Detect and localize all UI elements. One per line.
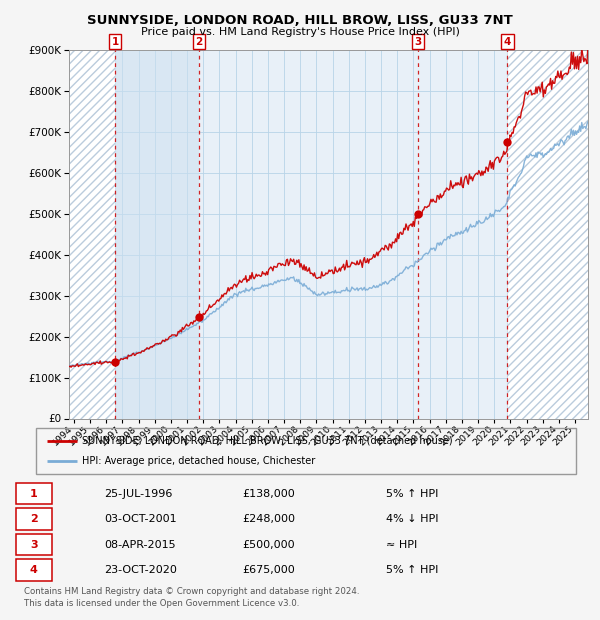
Text: This data is licensed under the Open Government Licence v3.0.: This data is licensed under the Open Gov… xyxy=(24,598,299,608)
Text: Price paid vs. HM Land Registry's House Price Index (HPI): Price paid vs. HM Land Registry's House … xyxy=(140,27,460,37)
Bar xyxy=(508,50,588,419)
Text: 25-JUL-1996: 25-JUL-1996 xyxy=(104,489,173,498)
Text: 23-OCT-2020: 23-OCT-2020 xyxy=(104,565,177,575)
Text: 2: 2 xyxy=(196,37,203,47)
Text: SUNNYSIDE, LONDON ROAD, HILL BROW, LISS, GU33 7NT: SUNNYSIDE, LONDON ROAD, HILL BROW, LISS,… xyxy=(87,14,513,27)
Text: £500,000: £500,000 xyxy=(242,539,295,549)
Text: 4: 4 xyxy=(30,565,38,575)
Text: Contains HM Land Registry data © Crown copyright and database right 2024.: Contains HM Land Registry data © Crown c… xyxy=(24,587,359,596)
FancyBboxPatch shape xyxy=(16,482,52,505)
Text: SUNNYSIDE, LONDON ROAD, HILL BROW, LISS, GU33 7NT (detached house): SUNNYSIDE, LONDON ROAD, HILL BROW, LISS,… xyxy=(82,436,452,446)
Text: £675,000: £675,000 xyxy=(242,565,295,575)
FancyBboxPatch shape xyxy=(16,534,52,556)
Text: ≈ HPI: ≈ HPI xyxy=(386,539,418,549)
Text: £138,000: £138,000 xyxy=(242,489,295,498)
Text: 4% ↓ HPI: 4% ↓ HPI xyxy=(386,514,439,524)
Text: £248,000: £248,000 xyxy=(242,514,295,524)
Text: 08-APR-2015: 08-APR-2015 xyxy=(104,539,176,549)
Text: HPI: Average price, detached house, Chichester: HPI: Average price, detached house, Chic… xyxy=(82,456,315,466)
Text: 3: 3 xyxy=(414,37,421,47)
FancyBboxPatch shape xyxy=(16,559,52,581)
Text: 2: 2 xyxy=(30,514,38,524)
Text: 4: 4 xyxy=(503,37,511,47)
Text: 1: 1 xyxy=(112,37,119,47)
Bar xyxy=(115,50,199,419)
Text: 5% ↑ HPI: 5% ↑ HPI xyxy=(386,565,439,575)
Text: 03-OCT-2001: 03-OCT-2001 xyxy=(104,514,177,524)
Text: 5% ↑ HPI: 5% ↑ HPI xyxy=(386,489,439,498)
Text: 1: 1 xyxy=(30,489,38,498)
Text: 3: 3 xyxy=(30,539,38,549)
Bar xyxy=(69,50,115,419)
FancyBboxPatch shape xyxy=(16,508,52,530)
